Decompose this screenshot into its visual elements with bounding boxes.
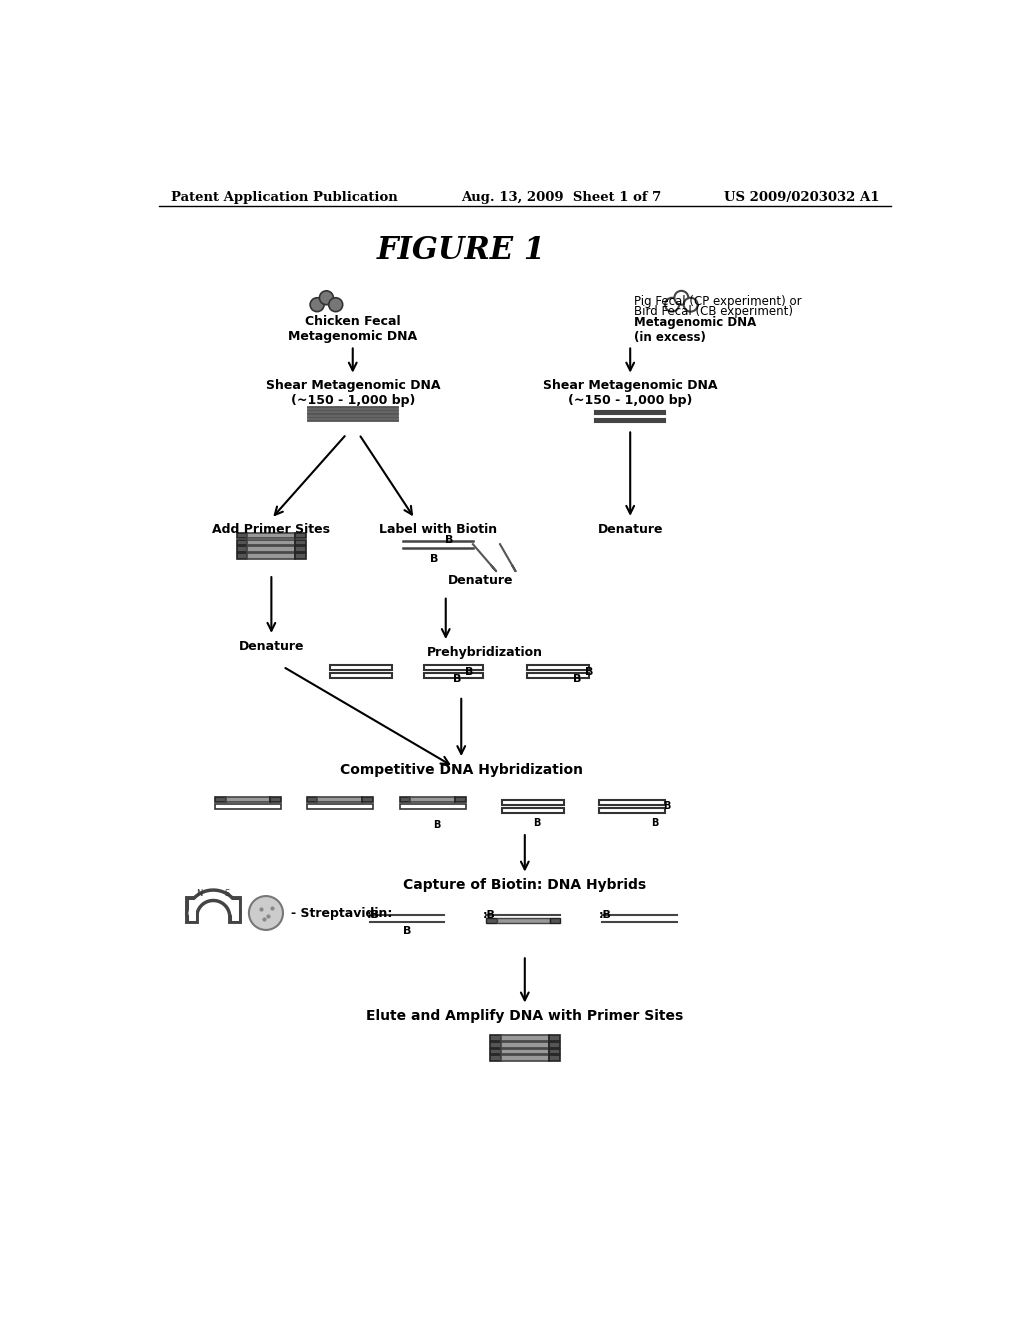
Text: :B: :B bbox=[367, 909, 380, 920]
Circle shape bbox=[684, 298, 697, 312]
Text: B: B bbox=[402, 927, 412, 936]
Text: B: B bbox=[534, 818, 541, 828]
Text: B: B bbox=[445, 535, 454, 545]
Text: Metagenomic DNA
(in excess): Metagenomic DNA (in excess) bbox=[634, 317, 757, 345]
Bar bbox=[330, 673, 391, 678]
Text: Denature: Denature bbox=[597, 523, 663, 536]
Text: Chicken Fecal
Metagenomic DNA: Chicken Fecal Metagenomic DNA bbox=[288, 314, 418, 343]
Text: Add Primer Sites: Add Primer Sites bbox=[212, 523, 331, 536]
Bar bbox=[248, 553, 295, 558]
Circle shape bbox=[329, 298, 343, 312]
Circle shape bbox=[675, 290, 688, 305]
Bar bbox=[295, 540, 306, 545]
Bar bbox=[549, 1056, 560, 1061]
Bar bbox=[361, 797, 373, 803]
Bar bbox=[295, 553, 306, 558]
Text: B: B bbox=[454, 673, 462, 684]
Text: Competitive DNA Hybridization: Competitive DNA Hybridization bbox=[340, 763, 583, 777]
Text: B: B bbox=[430, 554, 438, 564]
Bar bbox=[549, 1043, 560, 1048]
Text: Shear Metagenomic DNA
(~150 - 1,000 bp): Shear Metagenomic DNA (~150 - 1,000 bp) bbox=[543, 379, 718, 408]
Bar bbox=[503, 808, 564, 813]
Text: S: S bbox=[224, 890, 229, 898]
Bar bbox=[306, 804, 373, 809]
Bar bbox=[226, 797, 270, 803]
Bar bbox=[501, 1056, 549, 1061]
Bar bbox=[411, 797, 455, 803]
Bar bbox=[237, 546, 248, 552]
Text: B: B bbox=[585, 667, 593, 677]
Bar bbox=[497, 917, 550, 923]
Bar bbox=[599, 808, 665, 813]
Bar bbox=[455, 797, 466, 803]
Bar bbox=[550, 917, 560, 923]
Text: Prehybridization: Prehybridization bbox=[427, 645, 543, 659]
Circle shape bbox=[249, 896, 283, 929]
Bar bbox=[501, 1043, 549, 1048]
Bar bbox=[489, 1043, 501, 1048]
Text: FIGURE 1: FIGURE 1 bbox=[377, 235, 546, 267]
Text: N: N bbox=[197, 890, 203, 898]
Bar bbox=[399, 797, 411, 803]
Bar bbox=[237, 532, 248, 539]
Text: :B: :B bbox=[599, 909, 612, 920]
Text: Aug. 13, 2009  Sheet 1 of 7: Aug. 13, 2009 Sheet 1 of 7 bbox=[461, 191, 662, 203]
Bar bbox=[424, 673, 482, 678]
Text: B: B bbox=[433, 820, 440, 830]
Text: B: B bbox=[465, 667, 473, 677]
Bar bbox=[489, 1056, 501, 1061]
Text: B: B bbox=[651, 818, 658, 828]
Bar bbox=[248, 546, 295, 552]
Text: Bird Fecal (CB experiment): Bird Fecal (CB experiment) bbox=[634, 305, 793, 318]
Text: - Streptavidin:: - Streptavidin: bbox=[291, 907, 392, 920]
Bar bbox=[501, 1048, 549, 1053]
Text: Shear Metagenomic DNA
(~150 - 1,000 bp): Shear Metagenomic DNA (~150 - 1,000 bp) bbox=[265, 379, 440, 408]
Bar bbox=[599, 800, 665, 805]
Bar bbox=[295, 532, 306, 539]
Text: :B: :B bbox=[483, 909, 496, 920]
Text: Capture of Biotin: DNA Hybrids: Capture of Biotin: DNA Hybrids bbox=[403, 878, 646, 892]
Bar bbox=[549, 1048, 560, 1053]
Text: Denature: Denature bbox=[239, 640, 304, 652]
Text: Label with Biotin: Label with Biotin bbox=[379, 523, 497, 536]
Bar bbox=[317, 797, 361, 803]
Bar bbox=[270, 797, 281, 803]
Bar bbox=[237, 540, 248, 545]
Bar bbox=[306, 797, 317, 803]
Circle shape bbox=[319, 290, 334, 305]
Bar bbox=[237, 553, 248, 558]
Bar bbox=[503, 800, 564, 805]
Text: US 2009/0203032 A1: US 2009/0203032 A1 bbox=[724, 191, 880, 203]
Text: Elute and Amplify DNA with Primer Sites: Elute and Amplify DNA with Primer Sites bbox=[367, 1010, 683, 1023]
Bar bbox=[489, 1035, 501, 1040]
Text: Denature: Denature bbox=[447, 574, 513, 587]
Bar bbox=[527, 673, 589, 678]
Bar bbox=[215, 804, 281, 809]
Bar bbox=[330, 665, 391, 671]
Circle shape bbox=[665, 298, 679, 312]
Bar bbox=[549, 1035, 560, 1040]
Text: B: B bbox=[663, 801, 671, 812]
Bar bbox=[248, 532, 295, 539]
Bar bbox=[215, 797, 226, 803]
Text: Patent Application Publication: Patent Application Publication bbox=[171, 191, 397, 203]
Bar bbox=[248, 540, 295, 545]
Bar bbox=[295, 546, 306, 552]
Bar bbox=[486, 917, 497, 923]
Bar bbox=[527, 665, 589, 671]
Bar bbox=[399, 804, 466, 809]
Bar bbox=[501, 1035, 549, 1040]
Text: Pig Fecal (CP experiment) or: Pig Fecal (CP experiment) or bbox=[634, 294, 802, 308]
Bar bbox=[424, 665, 482, 671]
Text: B: B bbox=[573, 673, 582, 684]
Circle shape bbox=[310, 298, 324, 312]
Bar bbox=[489, 1048, 501, 1053]
